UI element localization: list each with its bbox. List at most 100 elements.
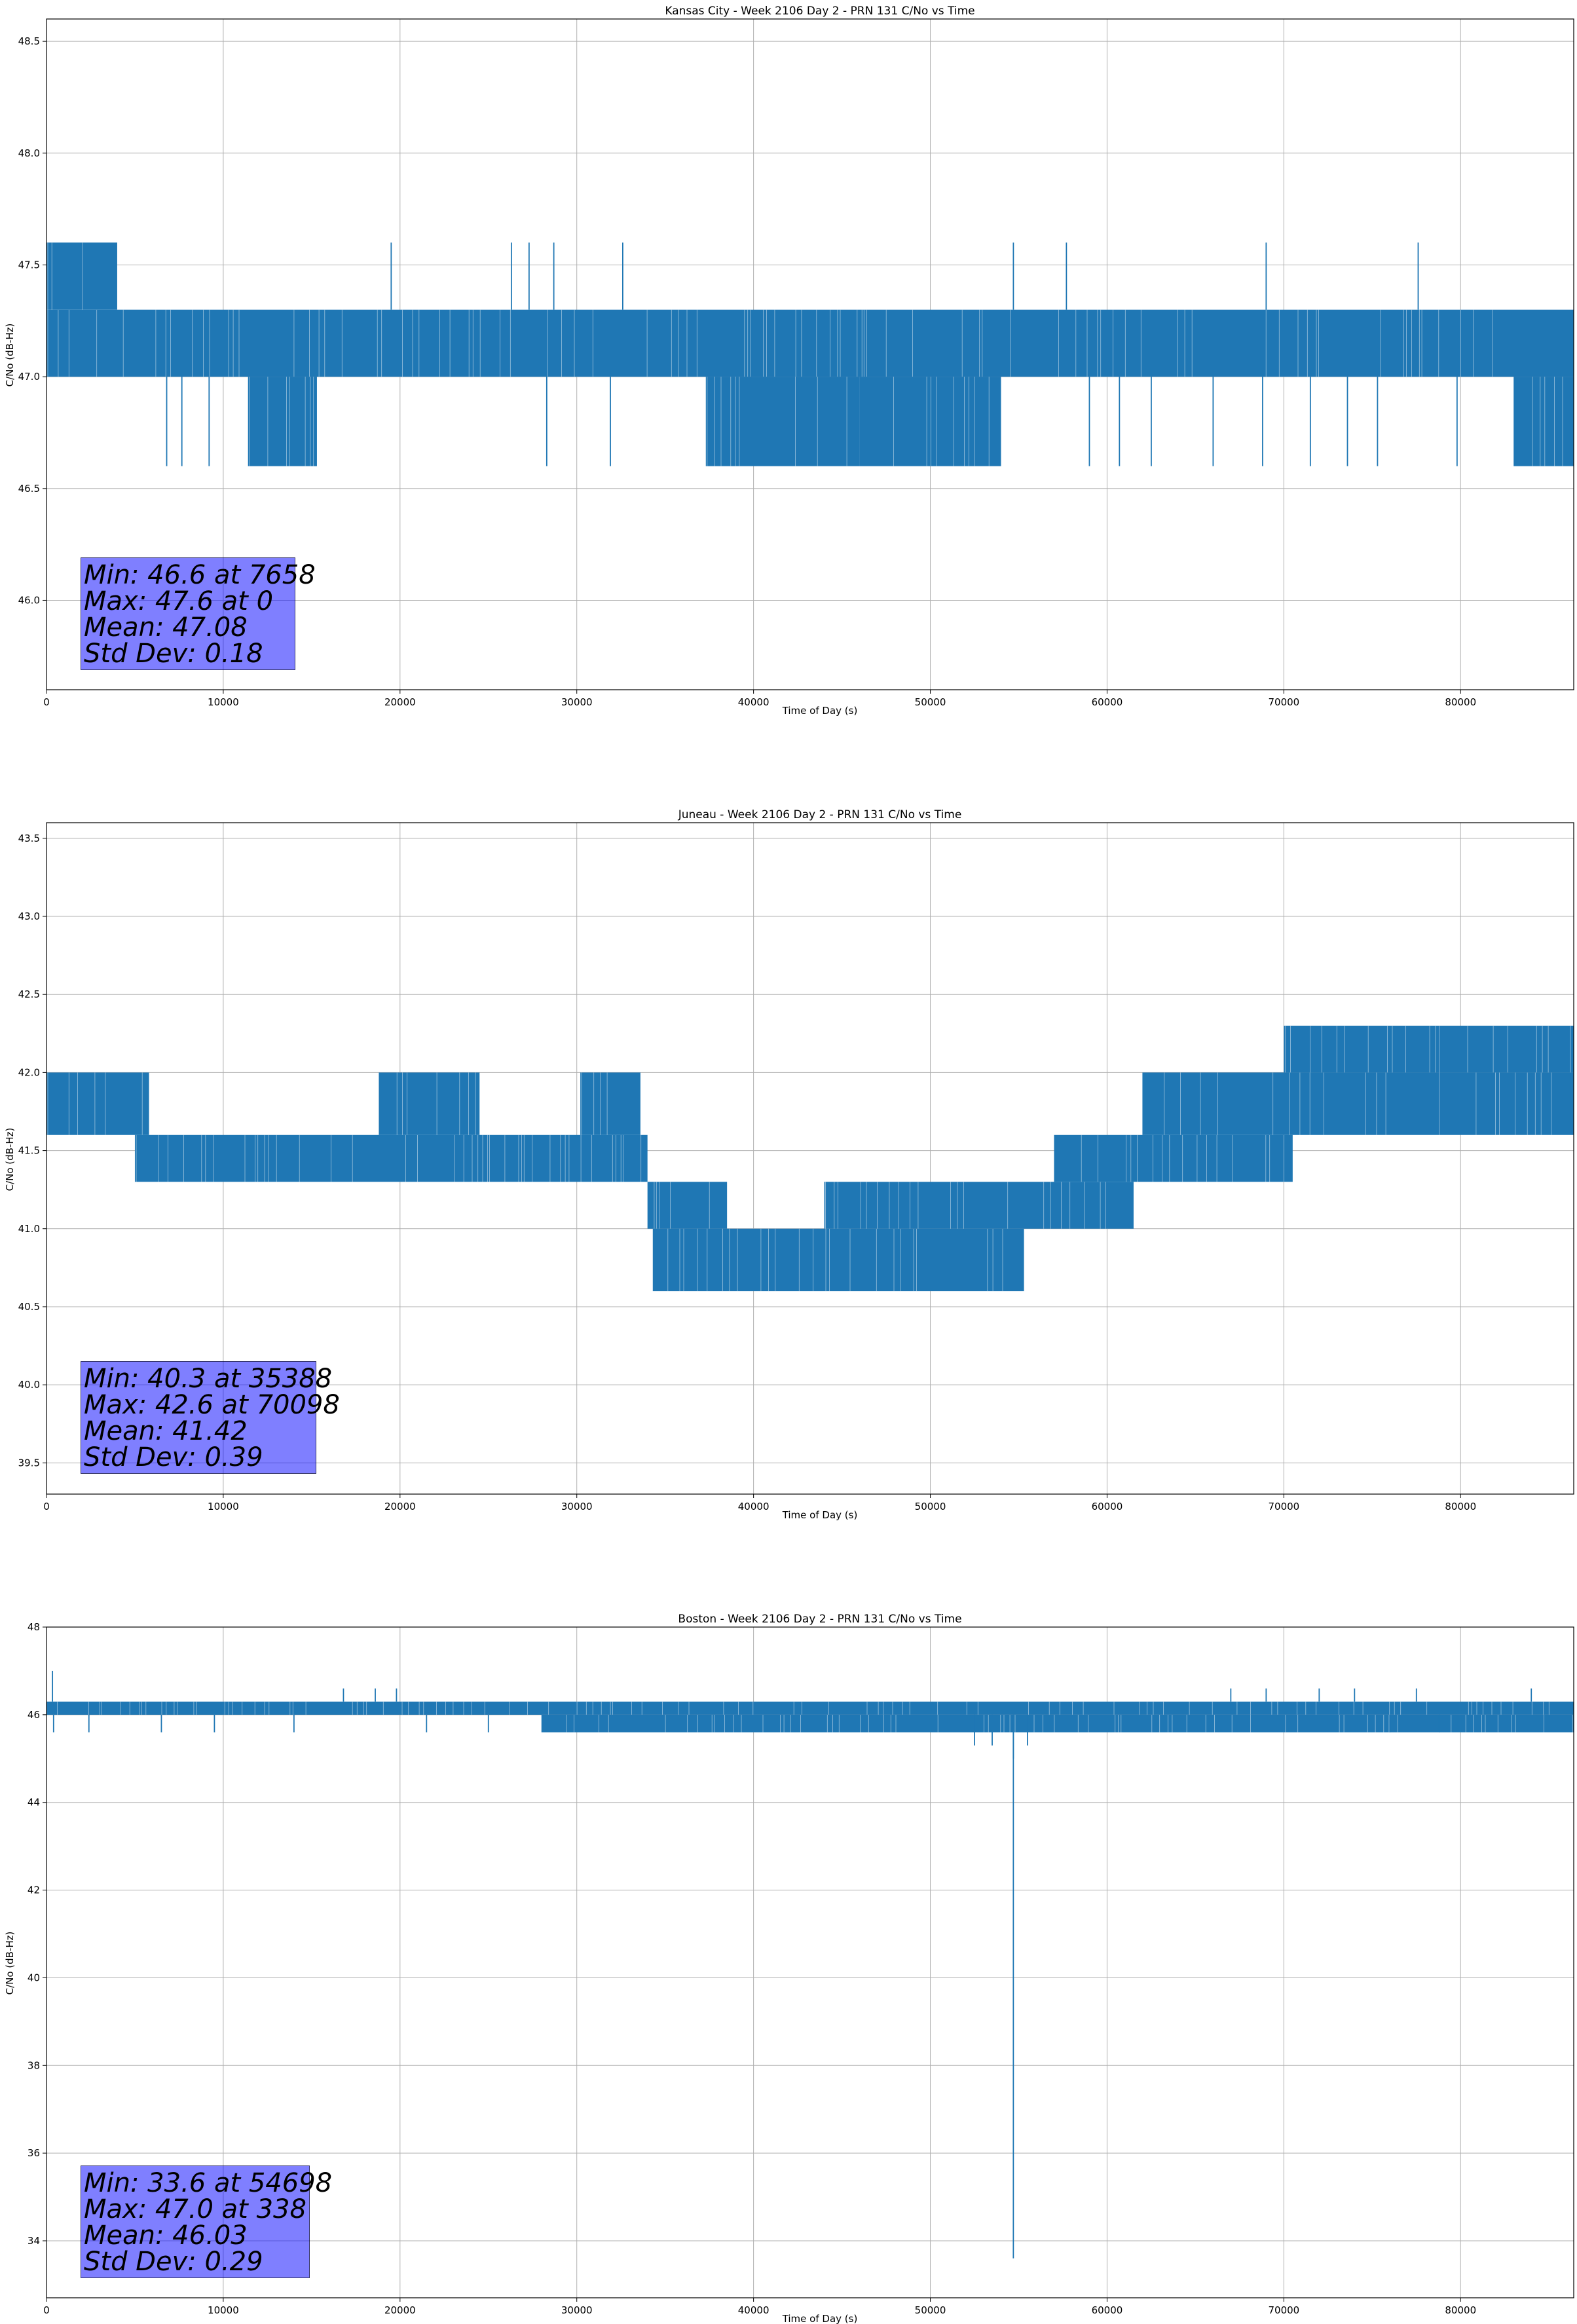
series-band — [46, 1701, 1574, 1715]
series-texture — [654, 1182, 710, 1229]
x-tick-label: 50000 — [915, 1501, 946, 1512]
y-tick-label: 48.5 — [18, 35, 40, 47]
x-tick-label: 30000 — [561, 2304, 593, 2316]
x-tick-label: 10000 — [208, 2304, 239, 2316]
series-band — [647, 1182, 728, 1229]
series-texture — [396, 1072, 476, 1135]
chart-title: Boston - Week 2106 Day 2 - PRN 131 C/No … — [678, 1613, 961, 1626]
data-series — [46, 242, 1574, 466]
x-tick-label: 0 — [43, 696, 50, 708]
stats-box-kansas-city: Min: 46.6 at 7658 Max: 47.6 at 0 Mean: 4… — [81, 557, 316, 670]
series-texture — [136, 1134, 642, 1182]
series-texture — [1285, 1025, 1571, 1073]
series-band — [580, 1072, 640, 1135]
series-band — [859, 377, 1001, 466]
x-tick-label: 80000 — [1445, 696, 1476, 708]
x-tick-label: 40000 — [738, 2304, 770, 2316]
stat-mean: Mean: 41.42 — [84, 1416, 248, 1446]
x-axis-label: Time of Day (s) — [782, 1509, 858, 1521]
series-band — [824, 1182, 1134, 1229]
series-band — [652, 1228, 1024, 1292]
stat-std-dev: Std Dev: 0.29 — [84, 2247, 263, 2277]
x-tick-label: 40000 — [738, 1501, 770, 1512]
y-tick-label: 36 — [28, 2147, 40, 2159]
series-band — [248, 377, 317, 466]
y-tick-label: 46 — [28, 1709, 40, 1721]
series-band — [541, 1714, 1574, 1733]
y-tick-label: 42.5 — [18, 988, 40, 1000]
series-texture — [893, 377, 990, 466]
x-axis-label: Time of Day (s) — [782, 705, 858, 717]
series-texture — [707, 377, 847, 466]
stats-box-juneau: Min: 40.3 at 35388 Max: 42.6 at 70098 Me… — [81, 1361, 340, 1474]
x-tick-label: 10000 — [208, 696, 239, 708]
chart-title: Kansas City - Week 2106 Day 2 - PRN 131 … — [665, 5, 974, 18]
x-tick-label: 80000 — [1445, 1501, 1476, 1512]
y-axis-label: C/No (dB-Hz) — [4, 324, 16, 387]
y-tick-label: 42 — [28, 1884, 40, 1896]
stat-min: Min: 33.6 at 54698 — [84, 2168, 333, 2198]
series-band — [46, 309, 1574, 377]
x-tick-label: 30000 — [561, 696, 593, 708]
y-tick-label: 42.0 — [18, 1066, 40, 1078]
axes: 0 10000 20000 30000 40000 50000 60000 70000 8000… — [18, 822, 1574, 1512]
x-tick-label: 60000 — [1092, 2304, 1123, 2316]
plot-frame — [46, 18, 1574, 690]
y-tick-label: 46.5 — [18, 483, 40, 495]
stat-mean: Mean: 46.03 — [84, 2221, 248, 2251]
x-tick-label: 20000 — [384, 696, 416, 708]
y-tick-label: 39.5 — [18, 1457, 40, 1469]
stat-max: Max: 47.0 at 338 — [84, 2194, 306, 2224]
series-texture — [47, 242, 83, 310]
series-band — [134, 1134, 648, 1182]
stat-max: Max: 47.6 at 0 — [84, 586, 274, 616]
y-tick-label: 40.0 — [18, 1379, 40, 1391]
y-tick-label: 46.0 — [18, 594, 40, 606]
series-texture — [1532, 377, 1563, 466]
y-tick-label: 48.0 — [18, 147, 40, 159]
series-band — [46, 1072, 149, 1135]
series-band — [705, 377, 860, 466]
y-tick-label: 43.0 — [18, 910, 40, 922]
y-tick-label: 43.5 — [18, 833, 40, 844]
series-band — [1054, 1134, 1293, 1182]
stats-box-boston: Min: 33.6 at 54698 Max: 47.0 at 338 Mean… — [81, 2165, 333, 2278]
axes: 0 10000 20000 30000 40000 50000 60000 70000 8000… — [28, 1621, 1574, 2316]
y-axis-label: C/No (dB-Hz) — [4, 1128, 16, 1191]
y-tick-label: 41.0 — [18, 1223, 40, 1235]
series-texture — [1081, 1134, 1284, 1182]
x-tick-label: 40000 — [738, 696, 770, 708]
y-tick-label: 47.0 — [18, 371, 40, 383]
y-tick-label: 40.5 — [18, 1301, 40, 1313]
stat-std-dev: Std Dev: 0.39 — [84, 1442, 263, 1472]
series-band — [379, 1072, 480, 1135]
series-texture — [249, 377, 314, 466]
chart-title: Juneau - Week 2106 Day 2 - PRN 131 C/No … — [678, 808, 962, 821]
chart-kansas-city: Kansas City - Week 2106 Day 2 - PRN 131 … — [4, 5, 1574, 717]
x-tick-label: 0 — [43, 1501, 50, 1512]
y-axis-label: C/No (dB-Hz) — [4, 1932, 16, 1995]
x-tick-label: 70000 — [1268, 2304, 1299, 2316]
stat-min: Min: 40.3 at 35388 — [84, 1364, 333, 1394]
chart-boston: Boston - Week 2106 Day 2 - PRN 131 C/No … — [4, 1613, 1574, 2324]
data-series — [46, 1670, 1574, 2258]
plot-frame — [46, 1626, 1574, 2298]
series-texture — [47, 309, 1493, 377]
x-tick-label: 60000 — [1092, 1501, 1123, 1512]
y-tick-label: 47.5 — [18, 259, 40, 271]
series-texture — [57, 1701, 1549, 1715]
data-series — [46, 1025, 1574, 1292]
stat-std-dev: Std Dev: 0.18 — [84, 639, 263, 669]
x-tick-label: 0 — [43, 2304, 50, 2316]
stat-min: Min: 46.6 at 7658 — [84, 560, 316, 590]
stat-mean: Mean: 47.08 — [84, 612, 248, 643]
x-tick-label: 30000 — [561, 1501, 593, 1512]
series-texture — [1164, 1072, 1552, 1135]
series-texture — [566, 1714, 1573, 1733]
series-texture — [825, 1182, 1106, 1229]
x-tick-label: 10000 — [208, 1501, 239, 1512]
y-tick-label: 34 — [28, 2235, 40, 2247]
axes: 0 10000 20000 30000 40000 50000 60000 70000 8000… — [18, 18, 1574, 708]
y-tick-label: 40 — [28, 1972, 40, 1983]
